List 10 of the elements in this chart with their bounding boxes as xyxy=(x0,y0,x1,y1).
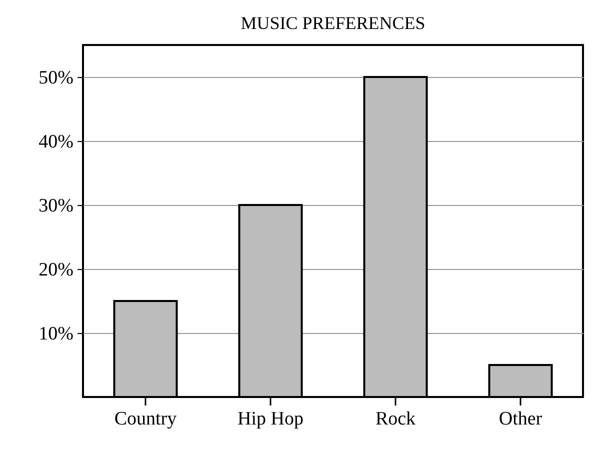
x-tick-label: Other xyxy=(498,408,543,430)
y-tick-label: 30% xyxy=(38,196,74,216)
chart-title: MUSIC PREFERENCES xyxy=(240,13,426,33)
y-tick-label: 40% xyxy=(38,132,74,152)
y-tick-label: 20% xyxy=(38,260,74,280)
x-tick-label: Rock xyxy=(375,408,416,430)
x-tick-label: Country xyxy=(114,408,178,430)
y-tick-label: 10% xyxy=(38,324,74,344)
x-tick-label: Hip Hop xyxy=(238,408,304,430)
y-tick-label: 50% xyxy=(38,68,74,88)
